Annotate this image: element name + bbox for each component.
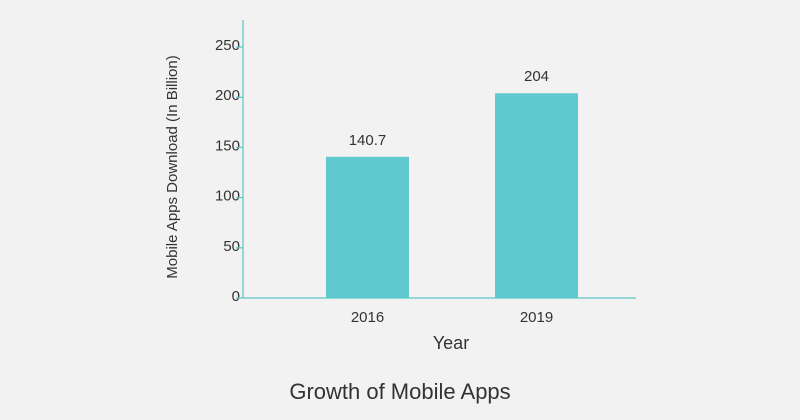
- data-label: 140.7: [349, 132, 387, 149]
- x-axis-label: Year: [433, 333, 469, 353]
- bar: [495, 93, 578, 298]
- chart-title: Growth of Mobile Apps: [289, 379, 510, 404]
- bar: [326, 156, 409, 298]
- x-tick-label: 2019: [520, 309, 553, 326]
- y-tick-label: 0: [232, 288, 240, 305]
- y-axis-label: Mobile Apps Download (In Billion): [164, 55, 181, 278]
- y-tick-label: 250: [215, 37, 240, 54]
- y-tick-label: 150: [215, 137, 240, 154]
- y-tick-label: 100: [215, 188, 240, 205]
- y-tick-label: 200: [215, 87, 240, 104]
- y-tick-label: 50: [223, 238, 240, 255]
- x-tick-label: 2016: [351, 309, 384, 326]
- data-label: 204: [524, 68, 549, 85]
